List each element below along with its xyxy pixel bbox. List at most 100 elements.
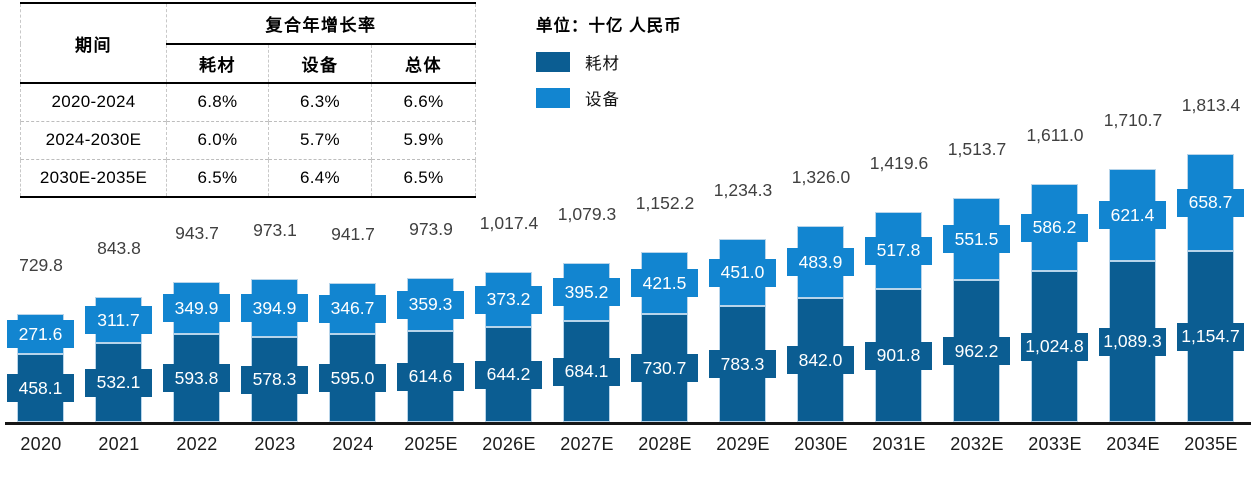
segment-value-label: 684.1 — [553, 357, 620, 386]
chart-header: 单位：十亿 人民币 耗材 设备 — [536, 12, 682, 109]
consumables-segment: 532.1 — [85, 343, 152, 422]
x-tick-label: 2032E — [950, 434, 1004, 454]
consumables-cagr-cell: 6.0% — [166, 120, 269, 159]
table-row: 2030E-2035E 6.5% 6.4% 6.5% — [20, 158, 477, 197]
consumables-segment: 962.2 — [943, 280, 1010, 422]
equipment-segment: 394.9 — [241, 279, 308, 337]
bar-column: 973.9 359.3 614.6 — [392, 219, 470, 422]
equipment-segment: 658.7 — [1177, 154, 1244, 251]
legend-item-equipment: 设备 — [536, 88, 682, 109]
consumables-segment: 644.2 — [475, 327, 542, 422]
segment-value-label: 593.8 — [163, 364, 230, 392]
total-label: 1,419.6 — [869, 153, 929, 173]
segment-value-label: 458.1 — [7, 374, 74, 402]
table-subheader-overall: 总体 — [370, 44, 477, 84]
segment-value-label: 532.1 — [85, 368, 152, 397]
equipment-cagr-cell: 6.4% — [268, 158, 372, 197]
equipment-segment: 421.5 — [631, 252, 698, 314]
overall-cagr-cell: 6.6% — [370, 83, 477, 121]
segment-value-label: 658.7 — [1177, 188, 1244, 217]
equipment-segment: 517.8 — [865, 212, 932, 289]
segment-value-label: 1,089.3 — [1099, 327, 1166, 356]
total-label: 1,513.7 — [947, 139, 1007, 159]
consumables-segment: 1,089.3 — [1099, 261, 1166, 422]
segment-value-label: 359.3 — [397, 290, 464, 319]
cagr-table: 期间 复合年增长率 耗材 设备 总体 2020-2024 6.8% 6.3% 6… — [20, 2, 477, 198]
x-tick-label: 2029E — [716, 434, 770, 454]
segment-value-label: 349.9 — [163, 294, 230, 322]
table-subheader-consumables: 耗材 — [166, 44, 269, 84]
bar-column: 1,234.3 451.0 783.3 — [704, 180, 782, 422]
x-tick-label: 2030E — [794, 434, 848, 454]
segment-value-label: 483.9 — [787, 248, 854, 276]
equipment-segment: 621.4 — [1099, 169, 1166, 261]
period-cell: 2030E-2035E — [20, 158, 167, 197]
consumables-cagr-cell: 6.8% — [166, 83, 269, 121]
consumables-segment: 595.0 — [319, 334, 386, 422]
total-label: 1,611.0 — [1026, 125, 1084, 145]
bar-column: 973.1 394.9 578.3 — [236, 220, 314, 422]
total-label: 973.9 — [409, 219, 453, 239]
total-label: 941.7 — [331, 224, 375, 244]
total-label: 1,326.0 — [791, 167, 851, 187]
consumables-segment: 1,154.7 — [1177, 251, 1244, 422]
equipment-segment: 586.2 — [1021, 184, 1088, 271]
table-header-cagr: 复合年增长率 — [165, 3, 477, 45]
consumables-segment: 684.1 — [553, 321, 620, 422]
bar-column: 729.8 271.6 458.1 — [2, 255, 80, 422]
segment-value-label: 373.2 — [475, 285, 542, 314]
segment-value-label: 271.6 — [7, 320, 74, 348]
consumables-segment: 842.0 — [787, 298, 854, 422]
consumables-segment: 593.8 — [163, 334, 230, 422]
consumables-cagr-cell: 6.5% — [166, 158, 269, 197]
segment-value-label: 421.5 — [631, 269, 698, 297]
equipment-cagr-cell: 6.3% — [268, 83, 372, 121]
x-tick-label: 2034E — [1106, 434, 1160, 454]
bar-column: 1,152.2 421.5 730.7 — [626, 193, 704, 422]
equipment-cagr-cell: 5.7% — [268, 120, 372, 159]
segment-value-label: 1,024.8 — [1021, 332, 1088, 361]
segment-value-label: 517.8 — [865, 236, 932, 265]
segment-value-label: 394.9 — [241, 294, 308, 322]
bar-column: 1,079.3 395.2 684.1 — [548, 204, 626, 422]
period-cell: 2024-2030E — [20, 120, 167, 159]
x-tick-label: 2025E — [404, 434, 458, 454]
bar-column: 943.7 349.9 593.8 — [158, 223, 236, 422]
total-label: 1,079.3 — [557, 204, 617, 224]
segment-value-label: 595.0 — [319, 364, 386, 392]
x-tick-label: 2035E — [1184, 434, 1238, 454]
total-label: 943.7 — [175, 223, 219, 243]
equipment-segment: 349.9 — [163, 282, 230, 334]
segment-value-label: 586.2 — [1021, 213, 1088, 242]
bar-column: 1,419.6 517.8 901.8 — [860, 153, 938, 422]
equipment-segment: 551.5 — [943, 198, 1010, 280]
x-tick-label: 2028E — [638, 434, 692, 454]
equipment-segment: 373.2 — [475, 272, 542, 327]
overall-cagr-cell: 6.5% — [370, 158, 477, 197]
equipment-segment: 395.2 — [553, 263, 620, 321]
consumables-segment: 1,024.8 — [1021, 271, 1088, 422]
x-tick-label: 2020 — [20, 434, 62, 454]
x-axis-line — [5, 422, 1251, 425]
bar-column: 1,017.4 373.2 644.2 — [470, 213, 548, 422]
segment-value-label: 621.4 — [1099, 201, 1166, 229]
x-tick-label: 2021 — [98, 434, 140, 454]
total-label: 1,152.2 — [635, 193, 695, 213]
total-label: 1,234.3 — [713, 180, 773, 200]
bar-column: 843.8 311.7 532.1 — [80, 238, 158, 422]
total-label: 973.1 — [253, 220, 297, 240]
x-tick-label: 2026E — [482, 434, 536, 454]
period-cell: 2020-2024 — [20, 83, 167, 121]
x-tick-label: 2033E — [1028, 434, 1082, 454]
bar-column: 1,513.7 551.5 962.2 — [938, 139, 1016, 422]
x-tick-label: 2027E — [560, 434, 614, 454]
equipment-segment: 346.7 — [319, 283, 386, 334]
segment-value-label: 311.7 — [85, 306, 152, 334]
x-tick-label: 2023 — [254, 434, 296, 454]
legend-item-consumables: 耗材 — [536, 52, 682, 73]
bar-column: 1,710.7 621.4 1,089.3 — [1094, 110, 1172, 422]
bar-column: 941.7 346.7 595.0 — [314, 224, 392, 422]
table-row: 2024-2030E 6.0% 5.7% 5.9% — [20, 120, 477, 159]
